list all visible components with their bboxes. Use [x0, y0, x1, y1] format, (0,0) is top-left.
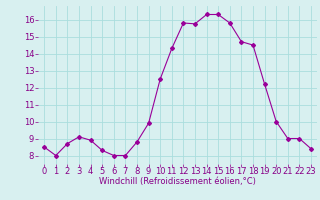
X-axis label: Windchill (Refroidissement éolien,°C): Windchill (Refroidissement éolien,°C) — [99, 177, 256, 186]
